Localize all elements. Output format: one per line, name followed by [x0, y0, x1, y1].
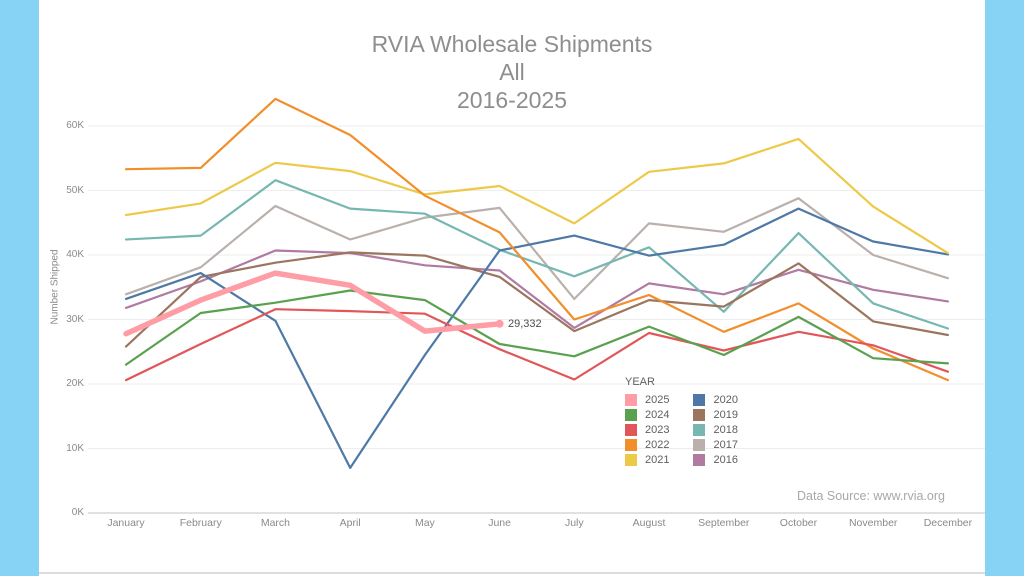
chart-title-line2: All	[499, 59, 525, 85]
line-2022	[124, 97, 950, 382]
legend-column: 2020 2019 2018 2017 2016	[693, 392, 738, 467]
line-2017	[124, 197, 950, 300]
y-tick-label: 0K	[71, 507, 84, 518]
x-tick-label: March	[260, 517, 291, 529]
legend-label: 2024	[645, 408, 670, 421]
legend-swatch-2016	[693, 453, 706, 466]
y-tick-label: 10K	[66, 442, 84, 454]
y-tick-label: 50K	[66, 184, 84, 196]
legend-label: 2023	[645, 423, 670, 436]
legend-swatch-2023	[625, 423, 637, 436]
x-tick-label: April	[339, 517, 361, 529]
legend-label: 2016	[713, 453, 738, 466]
legend-swatch-2018	[693, 423, 706, 436]
legend-column: 2025 2024 2023 2022 2021	[625, 392, 669, 467]
legend-label: 2017	[713, 438, 738, 451]
line-2025-end-marker	[495, 319, 504, 328]
legend-columns: 2025 2024 2023 2022 2021 2020 2019 2018 2017 2016	[625, 392, 738, 467]
legend-item-2018: 2018	[693, 422, 738, 437]
x-tick-label: December	[923, 517, 973, 529]
x-tick-label: May	[414, 517, 435, 529]
legend-label: 2020	[713, 393, 738, 406]
line-2024	[124, 289, 950, 366]
legend-title: YEAR	[625, 376, 655, 388]
legend-item-2020: 2020	[693, 392, 738, 407]
x-tick-label: July	[564, 517, 584, 529]
legend-item-2017: 2017	[693, 437, 738, 452]
legend-swatch-2025	[625, 393, 637, 406]
slide-bottom-edge	[39, 572, 985, 574]
x-tick-label: February	[179, 517, 222, 529]
x-tick-label: August	[632, 517, 666, 529]
legend-label: 2025	[645, 393, 670, 406]
x-tick-label: November	[848, 517, 898, 529]
line-2019	[124, 251, 950, 348]
chart-title-line3: 2016-2025	[457, 87, 567, 113]
legend-label: 2022	[645, 438, 670, 451]
legend-item-2019: 2019	[693, 407, 738, 422]
legend-label: 2021	[645, 453, 670, 466]
x-tick-label: June	[488, 517, 511, 529]
line-2018	[124, 179, 950, 330]
legend-item-2021: 2021	[625, 452, 669, 467]
y-tick-label: 60K	[66, 120, 84, 131]
x-tick-label: October	[779, 517, 818, 529]
legend: YEAR 2025 2024 2023 2022 2021 2020 2019 2018 201…	[625, 376, 738, 467]
legend-swatch-2022	[625, 438, 637, 451]
line-2021	[124, 137, 950, 255]
y-tick-label: 20K	[66, 378, 84, 389]
legend-label: 2019	[713, 408, 738, 421]
legend-swatch-2017	[693, 438, 706, 451]
legend-item-2022: 2022	[625, 437, 669, 452]
x-tick-label: January	[107, 517, 145, 529]
legend-item-2025: 2025	[625, 392, 669, 407]
y-tick-label: 30K	[66, 313, 84, 325]
chart-title: RVIA Wholesale Shipments All 2016-2025	[39, 30, 985, 114]
chart-title-line1: RVIA Wholesale Shipments	[371, 31, 653, 57]
right-border-bar	[985, 0, 1024, 576]
data-source-note: Data Source: www.rvia.org	[797, 489, 945, 503]
line-2025	[123, 270, 503, 337]
legend-swatch-2024	[625, 408, 637, 421]
june-2025-value-label: 29,332	[508, 318, 542, 330]
line-2023	[124, 308, 950, 382]
legend-swatch-2020	[693, 393, 706, 406]
legend-label: 2018	[713, 423, 738, 436]
legend-item-2016: 2016	[693, 452, 738, 467]
legend-item-2023: 2023	[625, 422, 669, 437]
left-border-bar	[0, 0, 39, 576]
legend-item-2024: 2024	[625, 407, 669, 422]
line-2020	[124, 207, 950, 469]
legend-swatch-2019	[693, 408, 706, 421]
x-tick-label: September	[698, 517, 750, 529]
legend-swatch-2021	[625, 453, 637, 466]
y-tick-label: 40K	[66, 249, 84, 260]
